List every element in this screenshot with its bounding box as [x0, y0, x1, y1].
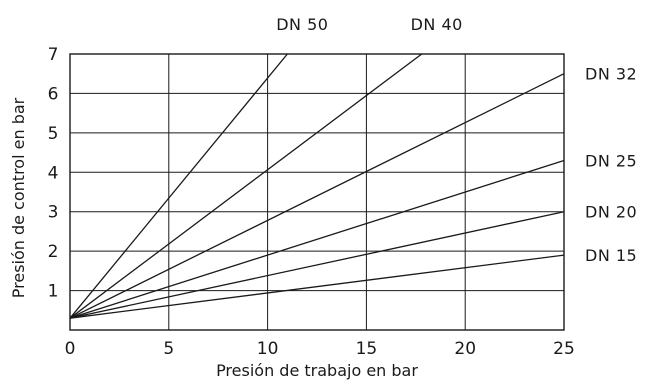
- plot-frame: [69, 53, 565, 331]
- series-label-dn-20: DN 20: [585, 203, 637, 222]
- x-tick-label: 25: [553, 339, 575, 359]
- y-tick-label: 2: [48, 242, 59, 262]
- series-line-dn-20: [69, 211, 565, 319]
- series-labels: DN 50 DN 40 DN 32 DN 25 DN 20 DN 15: [276, 15, 637, 265]
- series-label-dn-50: DN 50: [276, 15, 328, 34]
- series-line-dn-32: [69, 73, 565, 319]
- x-tick-label: 5: [163, 339, 174, 359]
- series-label-dn-32: DN 32: [585, 65, 637, 84]
- series-lines: [69, 53, 565, 319]
- y-tick-label: 3: [48, 203, 59, 223]
- series-line-dn-50: [69, 53, 288, 319]
- series-line-dn-25: [69, 159, 565, 319]
- series-label-dn-40: DN 40: [411, 15, 463, 34]
- y-tick-label: 6: [48, 84, 59, 104]
- y-tick-label: 7: [48, 45, 59, 65]
- series-line-dn-15: [69, 254, 565, 319]
- series-line-dn-40: [69, 53, 423, 319]
- series-label-dn-25: DN 25: [585, 151, 637, 170]
- x-tick-label: 0: [65, 339, 76, 359]
- x-axis-label: Presión de trabajo en bar: [216, 361, 418, 380]
- y-tick-label: 1: [48, 282, 59, 302]
- series-label-dn-15: DN 15: [585, 246, 637, 265]
- x-tick-label: 20: [454, 339, 476, 359]
- grid: [70, 54, 564, 330]
- y-tick-label: 4: [48, 163, 59, 183]
- x-tick-label: 10: [257, 339, 279, 359]
- x-tick-label: 15: [356, 339, 378, 359]
- y-axis-label: Presión de control en bar: [9, 97, 28, 298]
- y-tick-label: 5: [48, 124, 59, 144]
- tick-labels: 0 5 10 15 20 25 1 2 3 4 5 6 7: [48, 45, 575, 359]
